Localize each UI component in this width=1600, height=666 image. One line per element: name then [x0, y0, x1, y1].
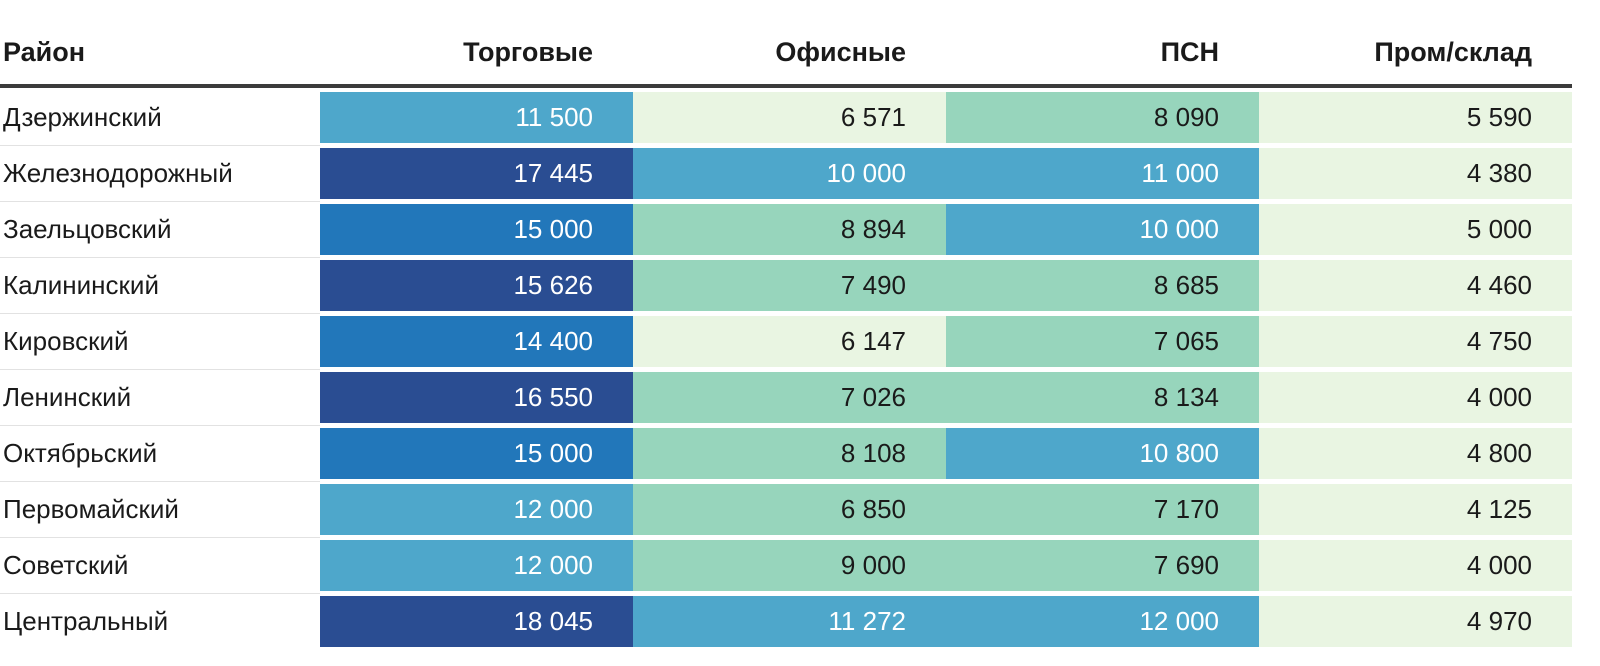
heatmap-cell: 6 571 [633, 92, 946, 143]
table-row: Ленинский 16 550 7 026 8 134 4 000 [0, 372, 1572, 426]
col-header-industrial: Пром/склад [1374, 37, 1532, 67]
heatmap-cell: 4 750 [1259, 316, 1572, 367]
heatmap-cell: 4 380 [1259, 148, 1572, 199]
heatmap-cell: 7 490 [633, 260, 946, 311]
table-row: Первомайский 12 000 6 850 7 170 4 125 [0, 484, 1572, 538]
heatmap-cell: 10 000 [946, 204, 1259, 255]
district-name: Железнодорожный [0, 148, 320, 199]
heatmap-cell: 7 026 [633, 372, 946, 423]
heatmap-cell: 10 800 [946, 428, 1259, 479]
district-name: Ленинский [0, 372, 320, 423]
table-row: Октябрьский 15 000 8 108 10 800 4 800 [0, 428, 1572, 482]
heatmap-cell: 7 690 [946, 540, 1259, 591]
table-row: Дзержинский 11 500 6 571 8 090 5 590 [0, 92, 1572, 146]
district-name: Октябрьский [0, 428, 320, 479]
heatmap-cell: 8 134 [946, 372, 1259, 423]
col-header-office: Офисные [775, 37, 906, 67]
heatmap-cell: 15 000 [320, 204, 633, 255]
heatmap-cell: 17 445 [320, 148, 633, 199]
col-header-psn: ПСН [1160, 37, 1219, 67]
district-name: Центральный [0, 596, 320, 647]
heatmap-cell: 12 000 [946, 596, 1259, 647]
table-row: Заельцовский 15 000 8 894 10 000 5 000 [0, 204, 1572, 258]
heatmap-cell: 6 147 [633, 316, 946, 367]
heatmap-cell: 8 894 [633, 204, 946, 255]
heatmap-cell: 5 590 [1259, 92, 1572, 143]
heatmap-cell: 5 000 [1259, 204, 1572, 255]
heatmap-cell: 15 626 [320, 260, 633, 311]
district-name: Калининский [0, 260, 320, 311]
heatmap-cell: 16 550 [320, 372, 633, 423]
district-name: Кировский [0, 316, 320, 367]
table-row: Калининский 15 626 7 490 8 685 4 460 [0, 260, 1572, 314]
table-row: Кировский 14 400 6 147 7 065 4 750 [0, 316, 1572, 370]
heatmap-cell: 10 000 [633, 148, 946, 199]
heatmap-cell: 4 460 [1259, 260, 1572, 311]
district-name: Советский [0, 540, 320, 591]
table-header-row: Район Торговые Офисные ПСН Пром/склад [0, 0, 1572, 88]
heatmap-cell: 9 000 [633, 540, 946, 591]
district-name: Первомайский [0, 484, 320, 535]
heatmap-cell: 14 400 [320, 316, 633, 367]
heatmap-cell: 4 800 [1259, 428, 1572, 479]
heatmap-cell: 11 000 [946, 148, 1259, 199]
heatmap-cell: 11 272 [633, 596, 946, 647]
district-name: Заельцовский [0, 204, 320, 255]
heatmap-cell: 12 000 [320, 484, 633, 535]
heatmap-cell: 6 850 [633, 484, 946, 535]
district-name: Дзержинский [0, 92, 320, 143]
heatmap-cell: 18 045 [320, 596, 633, 647]
table-row: Центральный 18 045 11 272 12 000 4 970 [0, 596, 1572, 647]
heatmap-cell: 8 108 [633, 428, 946, 479]
heatmap-cell: 8 090 [946, 92, 1259, 143]
heatmap-cell: 4 000 [1259, 372, 1572, 423]
table-row: Железнодорожный 17 445 10 000 11 000 4 380 [0, 148, 1572, 202]
col-header-district: Район [3, 37, 86, 67]
heatmap-cell: 4 000 [1259, 540, 1572, 591]
heatmap-cell: 12 000 [320, 540, 633, 591]
heatmap-cell: 11 500 [320, 92, 633, 143]
heatmap-cell: 4 125 [1259, 484, 1572, 535]
heatmap-cell: 15 000 [320, 428, 633, 479]
heatmap-cell: 8 685 [946, 260, 1259, 311]
district-price-heatmap-table: Район Торговые Офисные ПСН Пром/склад Дз… [0, 0, 1572, 647]
heatmap-cell: 7 065 [946, 316, 1259, 367]
table-body: Дзержинский 11 500 6 571 8 090 5 590 Железнод… [0, 88, 1572, 647]
col-header-retail: Торговые [463, 37, 593, 67]
heatmap-cell: 7 170 [946, 484, 1259, 535]
table-row: Советский 12 000 9 000 7 690 4 000 [0, 540, 1572, 594]
heatmap-cell: 4 970 [1259, 596, 1572, 647]
